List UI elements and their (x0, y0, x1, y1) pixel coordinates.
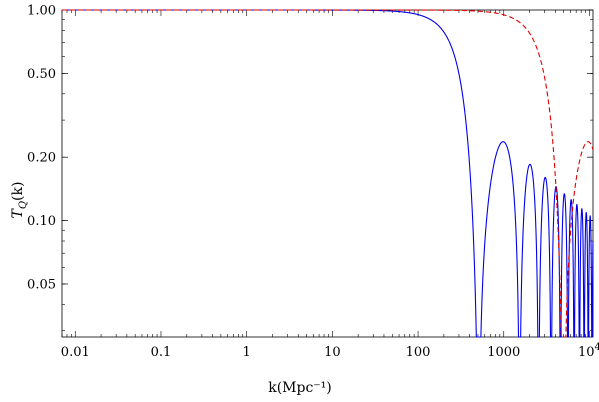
x-tick-label: 0.1 (151, 345, 172, 360)
x-axis-label: k(Mpc⁻¹) (268, 380, 332, 396)
y-tick-label: 0.50 (27, 67, 56, 82)
y-tick-label: 1.00 (27, 4, 56, 19)
y-tick-label: 0.20 (27, 151, 56, 166)
y-axis-label: TQ(k) (10, 182, 29, 219)
y-axis-label-tail: (k) (10, 182, 26, 201)
x-tick-label-superscript: 4 (595, 342, 599, 353)
x-tick-label: 0.01 (61, 345, 90, 360)
x-tick-label-text: 10 (578, 345, 595, 360)
x-tick-label-text: 0.1 (151, 345, 172, 360)
plot-area: 0.01 0.1 1 10 100 1000 104 0.050.100.200.501.0… (27, 4, 599, 361)
y-tick-label: 0.05 (27, 277, 56, 292)
x-tick-label-text: 0.01 (61, 345, 90, 360)
x-tick-label-text: 1000 (487, 345, 520, 360)
x-tick-label: 104 (578, 342, 599, 360)
x-tick-label: 100 (406, 345, 431, 360)
y-axis-label-main: T (10, 207, 26, 218)
y-axis-label-subscript: Q (18, 201, 29, 209)
x-tick-label-text: 1 (243, 345, 251, 360)
x-axis-ticks: 0.01 0.1 1 10 100 1000 104 (61, 10, 599, 360)
curves (62, 9, 594, 338)
y-axis-ticks: 0.05 0.10 0.20 0.50 1.00 (27, 4, 593, 331)
y-tick-label: 0.10 (27, 214, 56, 229)
x-tick-label: 1000 (487, 345, 520, 360)
x-tick-label-text: 100 (406, 345, 431, 360)
solid-blue-curve (62, 9, 594, 338)
x-tick-label: 10 (324, 345, 341, 360)
x-tick-label-text: 10 (324, 345, 341, 360)
x-tick-label: 1 (243, 345, 251, 360)
plot-frame (61, 9, 594, 338)
dashed-red-curve (62, 9, 594, 338)
